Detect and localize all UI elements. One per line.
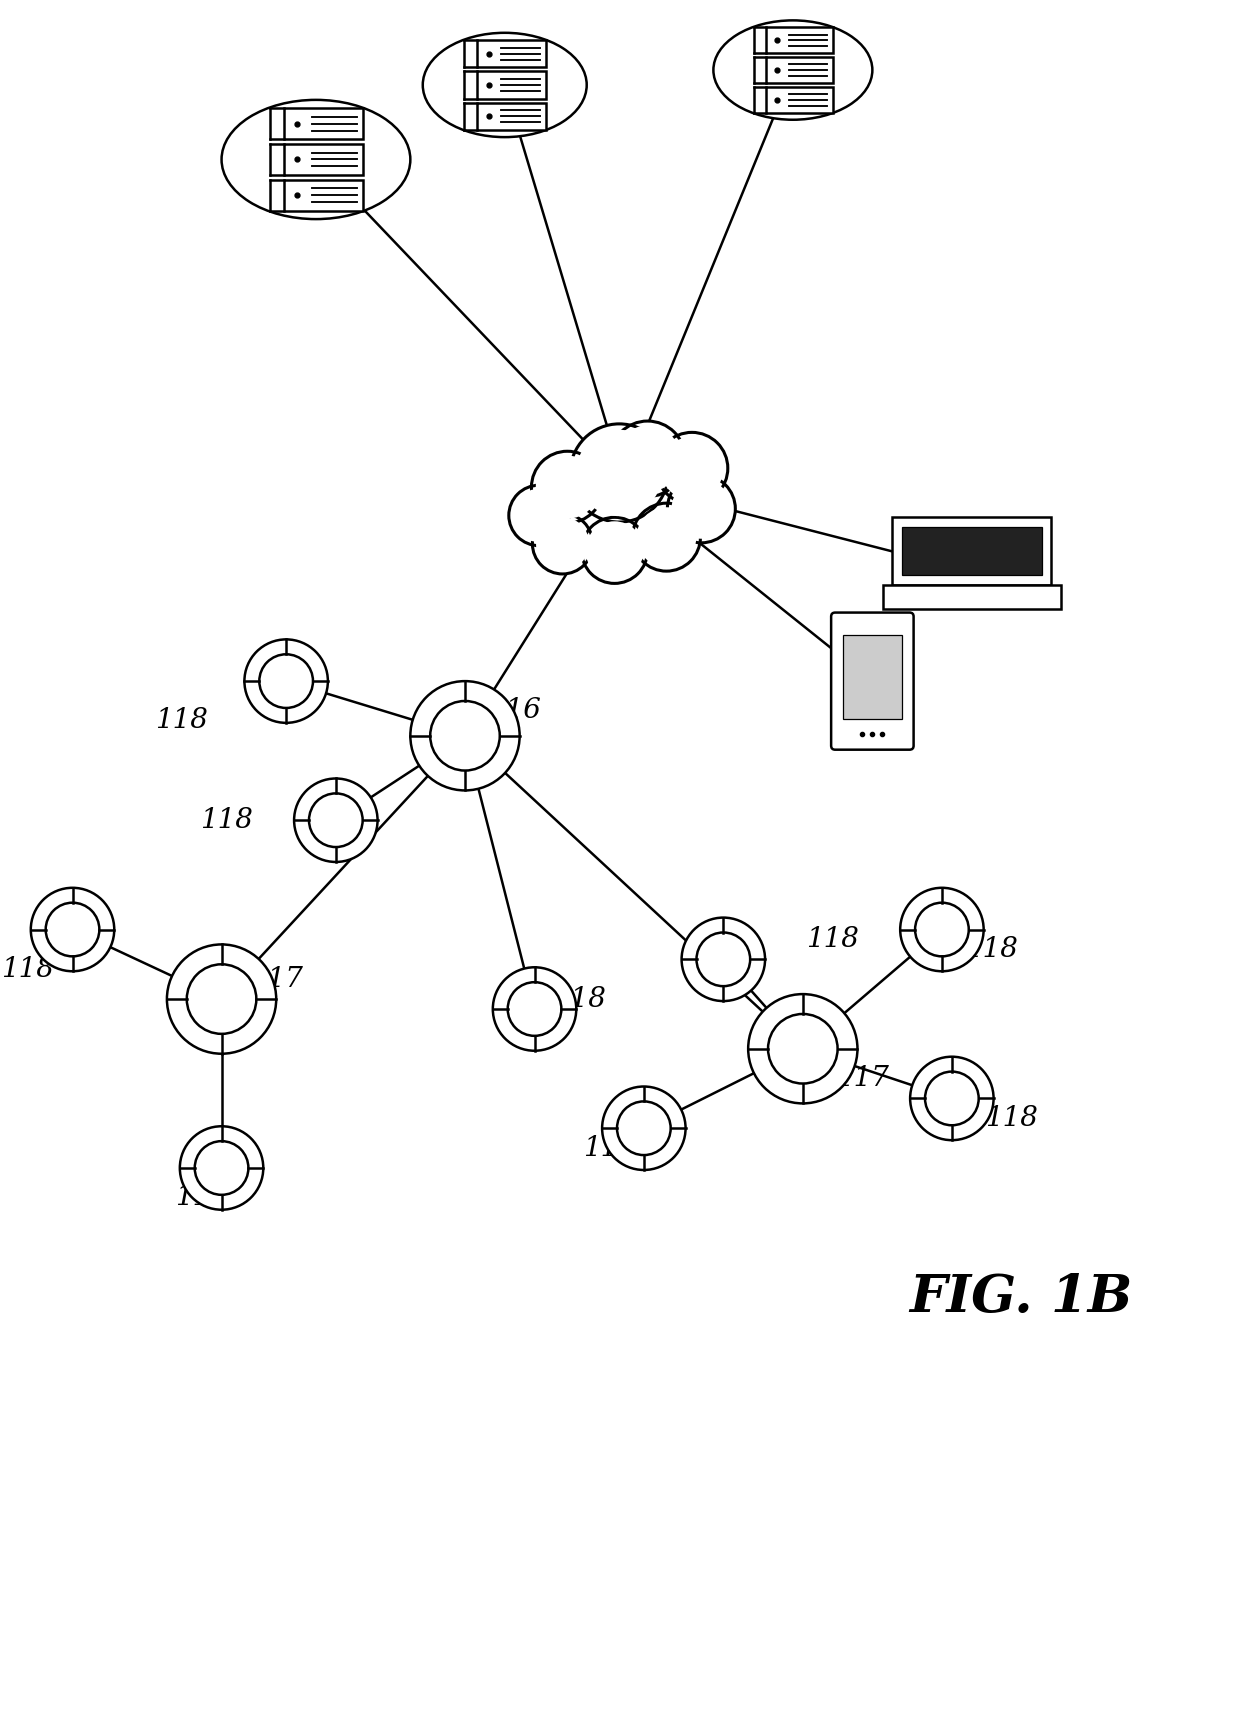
Text: 117: 117 <box>249 965 303 992</box>
Circle shape <box>195 1141 248 1194</box>
Circle shape <box>610 421 686 496</box>
Ellipse shape <box>713 21 873 120</box>
Circle shape <box>294 779 377 862</box>
Bar <box>284 144 363 175</box>
Bar <box>477 72 546 99</box>
Bar <box>766 27 832 53</box>
Ellipse shape <box>222 99 410 219</box>
Circle shape <box>536 455 599 518</box>
Ellipse shape <box>423 33 587 137</box>
Circle shape <box>656 433 728 505</box>
Text: 118: 118 <box>175 1184 228 1211</box>
Circle shape <box>410 681 520 790</box>
Circle shape <box>697 932 750 986</box>
Circle shape <box>661 436 723 500</box>
Bar <box>477 72 546 99</box>
Text: 118: 118 <box>200 806 253 833</box>
Circle shape <box>430 702 500 770</box>
Bar <box>766 56 832 82</box>
Bar <box>284 144 363 175</box>
Circle shape <box>582 517 647 583</box>
FancyBboxPatch shape <box>831 613 914 749</box>
Circle shape <box>632 503 701 571</box>
Bar <box>883 585 1060 609</box>
Circle shape <box>532 513 593 573</box>
Text: 118: 118 <box>553 986 605 1013</box>
Bar <box>284 180 363 210</box>
Circle shape <box>31 888 114 972</box>
Bar <box>284 180 363 210</box>
Circle shape <box>46 903 99 956</box>
Circle shape <box>618 1102 671 1155</box>
Circle shape <box>244 640 327 722</box>
Bar <box>901 527 1042 575</box>
Bar <box>893 517 1052 585</box>
Circle shape <box>672 479 732 539</box>
Circle shape <box>309 794 362 847</box>
Circle shape <box>570 424 668 522</box>
Circle shape <box>768 1015 837 1083</box>
Circle shape <box>167 944 277 1054</box>
Bar <box>766 87 832 113</box>
Circle shape <box>614 426 681 493</box>
Bar <box>284 108 363 139</box>
Circle shape <box>925 1071 978 1126</box>
Bar <box>766 87 832 113</box>
Text: 118: 118 <box>583 1134 636 1162</box>
Text: FIG. 1B: FIG. 1B <box>910 1271 1133 1323</box>
Text: 118: 118 <box>965 936 1018 963</box>
Circle shape <box>915 903 968 956</box>
Bar <box>477 103 546 130</box>
Circle shape <box>577 429 662 517</box>
Circle shape <box>603 1086 686 1170</box>
Circle shape <box>536 517 589 570</box>
Bar <box>477 103 546 130</box>
Text: 118: 118 <box>155 707 208 734</box>
Circle shape <box>585 522 644 580</box>
Circle shape <box>259 654 312 708</box>
Circle shape <box>187 965 257 1033</box>
Circle shape <box>507 982 562 1035</box>
Circle shape <box>508 486 569 546</box>
Bar <box>766 27 832 53</box>
Text: 117: 117 <box>836 1064 889 1092</box>
Bar <box>477 39 546 67</box>
Bar <box>477 39 546 67</box>
Bar <box>842 635 903 719</box>
Circle shape <box>512 489 565 542</box>
Circle shape <box>532 452 603 524</box>
Circle shape <box>910 1057 993 1140</box>
Bar <box>284 108 363 139</box>
Bar <box>766 56 832 82</box>
Circle shape <box>492 967 577 1051</box>
Text: 118: 118 <box>985 1105 1038 1131</box>
Circle shape <box>900 888 983 972</box>
Circle shape <box>667 476 735 542</box>
Text: 118: 118 <box>806 926 859 953</box>
Text: 116: 116 <box>489 698 541 724</box>
Circle shape <box>180 1126 263 1210</box>
Text: 118: 118 <box>1 956 55 982</box>
Circle shape <box>636 506 697 566</box>
Circle shape <box>748 994 858 1104</box>
Circle shape <box>682 917 765 1001</box>
